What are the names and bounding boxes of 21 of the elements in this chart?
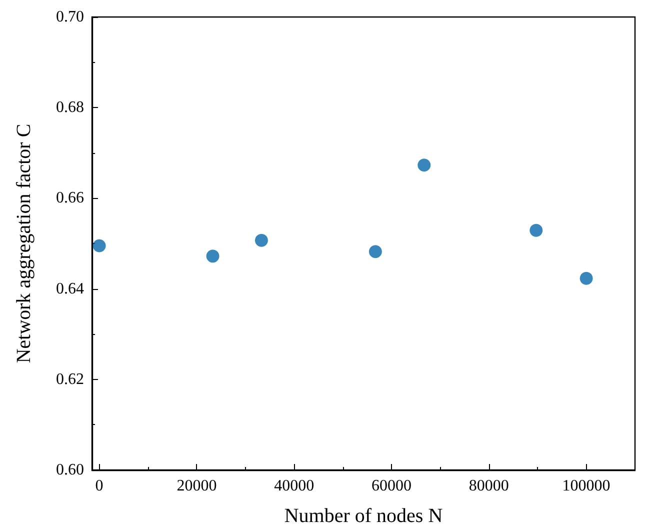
point (92, 239, 106, 252)
x-tick-label: 0 (95, 478, 104, 494)
y-axis-title: Network aggregation factor C (13, 124, 35, 364)
point (206, 250, 220, 263)
y-tick-label: 0.70 (56, 8, 84, 26)
x-tick-label: 60000 (372, 478, 412, 494)
point (368, 245, 382, 258)
point (580, 272, 593, 285)
y-tick-label: 0.64 (56, 280, 84, 298)
x-tick-label: 20000 (176, 478, 217, 494)
point (254, 234, 268, 247)
x-axis-title: Number of nodes N (284, 505, 443, 527)
y-tick-label: 0.68 (56, 99, 84, 116)
y-tick-label: 0.66 (56, 190, 84, 207)
y-tick-label: 0.62 (56, 370, 84, 388)
x-tick-label: 100000 (562, 478, 610, 494)
x-tick-label: 40000 (274, 478, 314, 494)
y-tick-label: 0.60 (56, 462, 84, 478)
x-tick-label: 80000 (468, 478, 509, 494)
point (418, 158, 431, 172)
point (530, 224, 543, 237)
